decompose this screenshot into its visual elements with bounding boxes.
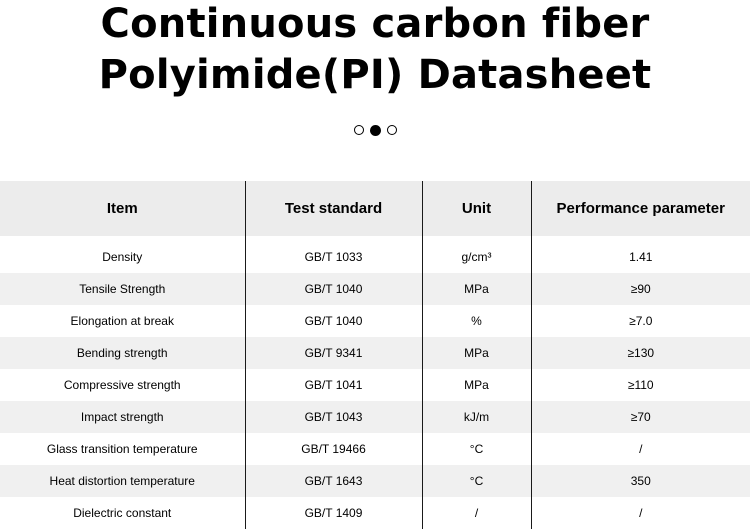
- cell-test-standard: GB/T 9341: [244, 337, 422, 369]
- title-line-2: Polyimide(PI) Datasheet: [98, 52, 652, 98]
- cell-performance-parameter: 350: [530, 465, 750, 497]
- cell-unit: MPa: [421, 369, 531, 401]
- cell-item: Elongation at break: [70, 314, 174, 328]
- cell-item: Compressive strength: [63, 378, 181, 392]
- table-row: Tensile Strength GB/T 1040 MPa ≥90: [0, 273, 750, 305]
- cell-performance-parameter: ≥90: [530, 273, 750, 305]
- cell-performance-parameter: 1.41: [530, 241, 750, 273]
- title-line-1: Continuous carbon fiber: [100, 1, 650, 47]
- cell-performance-parameter: ≥7.0: [530, 305, 750, 337]
- table-row: Impact strength GB/T 1043 kJ/m ≥70: [0, 401, 750, 433]
- cell-performance-parameter: ≥70: [530, 401, 750, 433]
- spacer-cell: [530, 236, 750, 241]
- carousel-pager: [354, 124, 397, 137]
- table-row: Heat distortion temperature GB/T 1643 °C 35…: [0, 465, 750, 497]
- cell-item: Bending strength: [0, 337, 245, 369]
- cell-unit: kJ/m: [421, 401, 531, 433]
- cell-unit: °C: [421, 465, 531, 497]
- cell-performance-parameter: ≥130: [530, 337, 750, 369]
- cell-test-standard: GB/T 1040: [244, 305, 422, 337]
- cell-performance-parameter: ≥110: [530, 369, 750, 401]
- table-row: Compressive strength GB/T 1041 MPa ≥110: [0, 369, 750, 401]
- table-row: Elongation at break GB/T 1040% ≥7.0: [0, 305, 750, 337]
- cell-item: Heat distortion temperature: [0, 465, 245, 497]
- pager-dot-1[interactable]: [354, 125, 364, 135]
- table-row: Density GB/T 1033 g/cm³ 1.41: [0, 241, 750, 273]
- cell-test-standard: GB/T 1041: [244, 369, 422, 401]
- table-spacer-row: [0, 236, 750, 241]
- header-test-standard: Test standard: [244, 181, 422, 236]
- cell-test-standard: GB/T 1043: [244, 401, 422, 433]
- spacer-cell: [421, 236, 531, 241]
- cell-test-standard: GB/T 1409: [244, 497, 422, 529]
- spacer-cell: [244, 236, 422, 241]
- cell-unit: /: [421, 497, 531, 529]
- cell-performance-parameter: /: [530, 433, 750, 465]
- cell-unit: MPa: [421, 337, 531, 369]
- table-header-row: Item Test standard Unit Performance para…: [0, 181, 750, 236]
- cell-unit: °C: [421, 433, 531, 465]
- header-item: Item: [0, 181, 245, 236]
- table-row: Glass transition temperature GB/T 19466 °C…: [0, 433, 750, 465]
- header-unit: Unit: [421, 181, 531, 236]
- cell-item: Impact strength: [0, 401, 245, 433]
- pager-dot-3[interactable]: [387, 125, 397, 135]
- cell-unit: %: [421, 305, 531, 337]
- table-row: Dielectric constant GB/T 1409//: [0, 497, 750, 529]
- cell-unit: g/cm³: [421, 241, 531, 273]
- header-performance-parameter: Performance parameter: [530, 181, 750, 236]
- cell-item: Tensile Strength: [0, 273, 245, 305]
- cell-test-standard: GB/T 1040: [244, 273, 422, 305]
- spacer-cell: [0, 236, 245, 241]
- cell-unit: MPa: [421, 273, 531, 305]
- cell-test-standard: GB/T 1033: [244, 241, 422, 273]
- datasheet-table: Item Test standard Unit Performance para…: [0, 181, 750, 529]
- cell-performance-parameter: /: [530, 497, 750, 529]
- cell-test-standard: GB/T 19466: [244, 433, 422, 465]
- cell-test-standard: GB/T 1643: [244, 465, 422, 497]
- cell-item: Dielectric constant: [73, 506, 172, 520]
- cell-item: Glass transition temperature: [46, 442, 198, 456]
- table-row: Bending strength GB/T 9341 MPa ≥130: [0, 337, 750, 369]
- cell-item: Density: [102, 250, 143, 264]
- pager-dot-2[interactable]: [370, 124, 381, 136]
- table-body: Density GB/T 1033 g/cm³ 1.41 Tensile Strengt…: [0, 236, 750, 529]
